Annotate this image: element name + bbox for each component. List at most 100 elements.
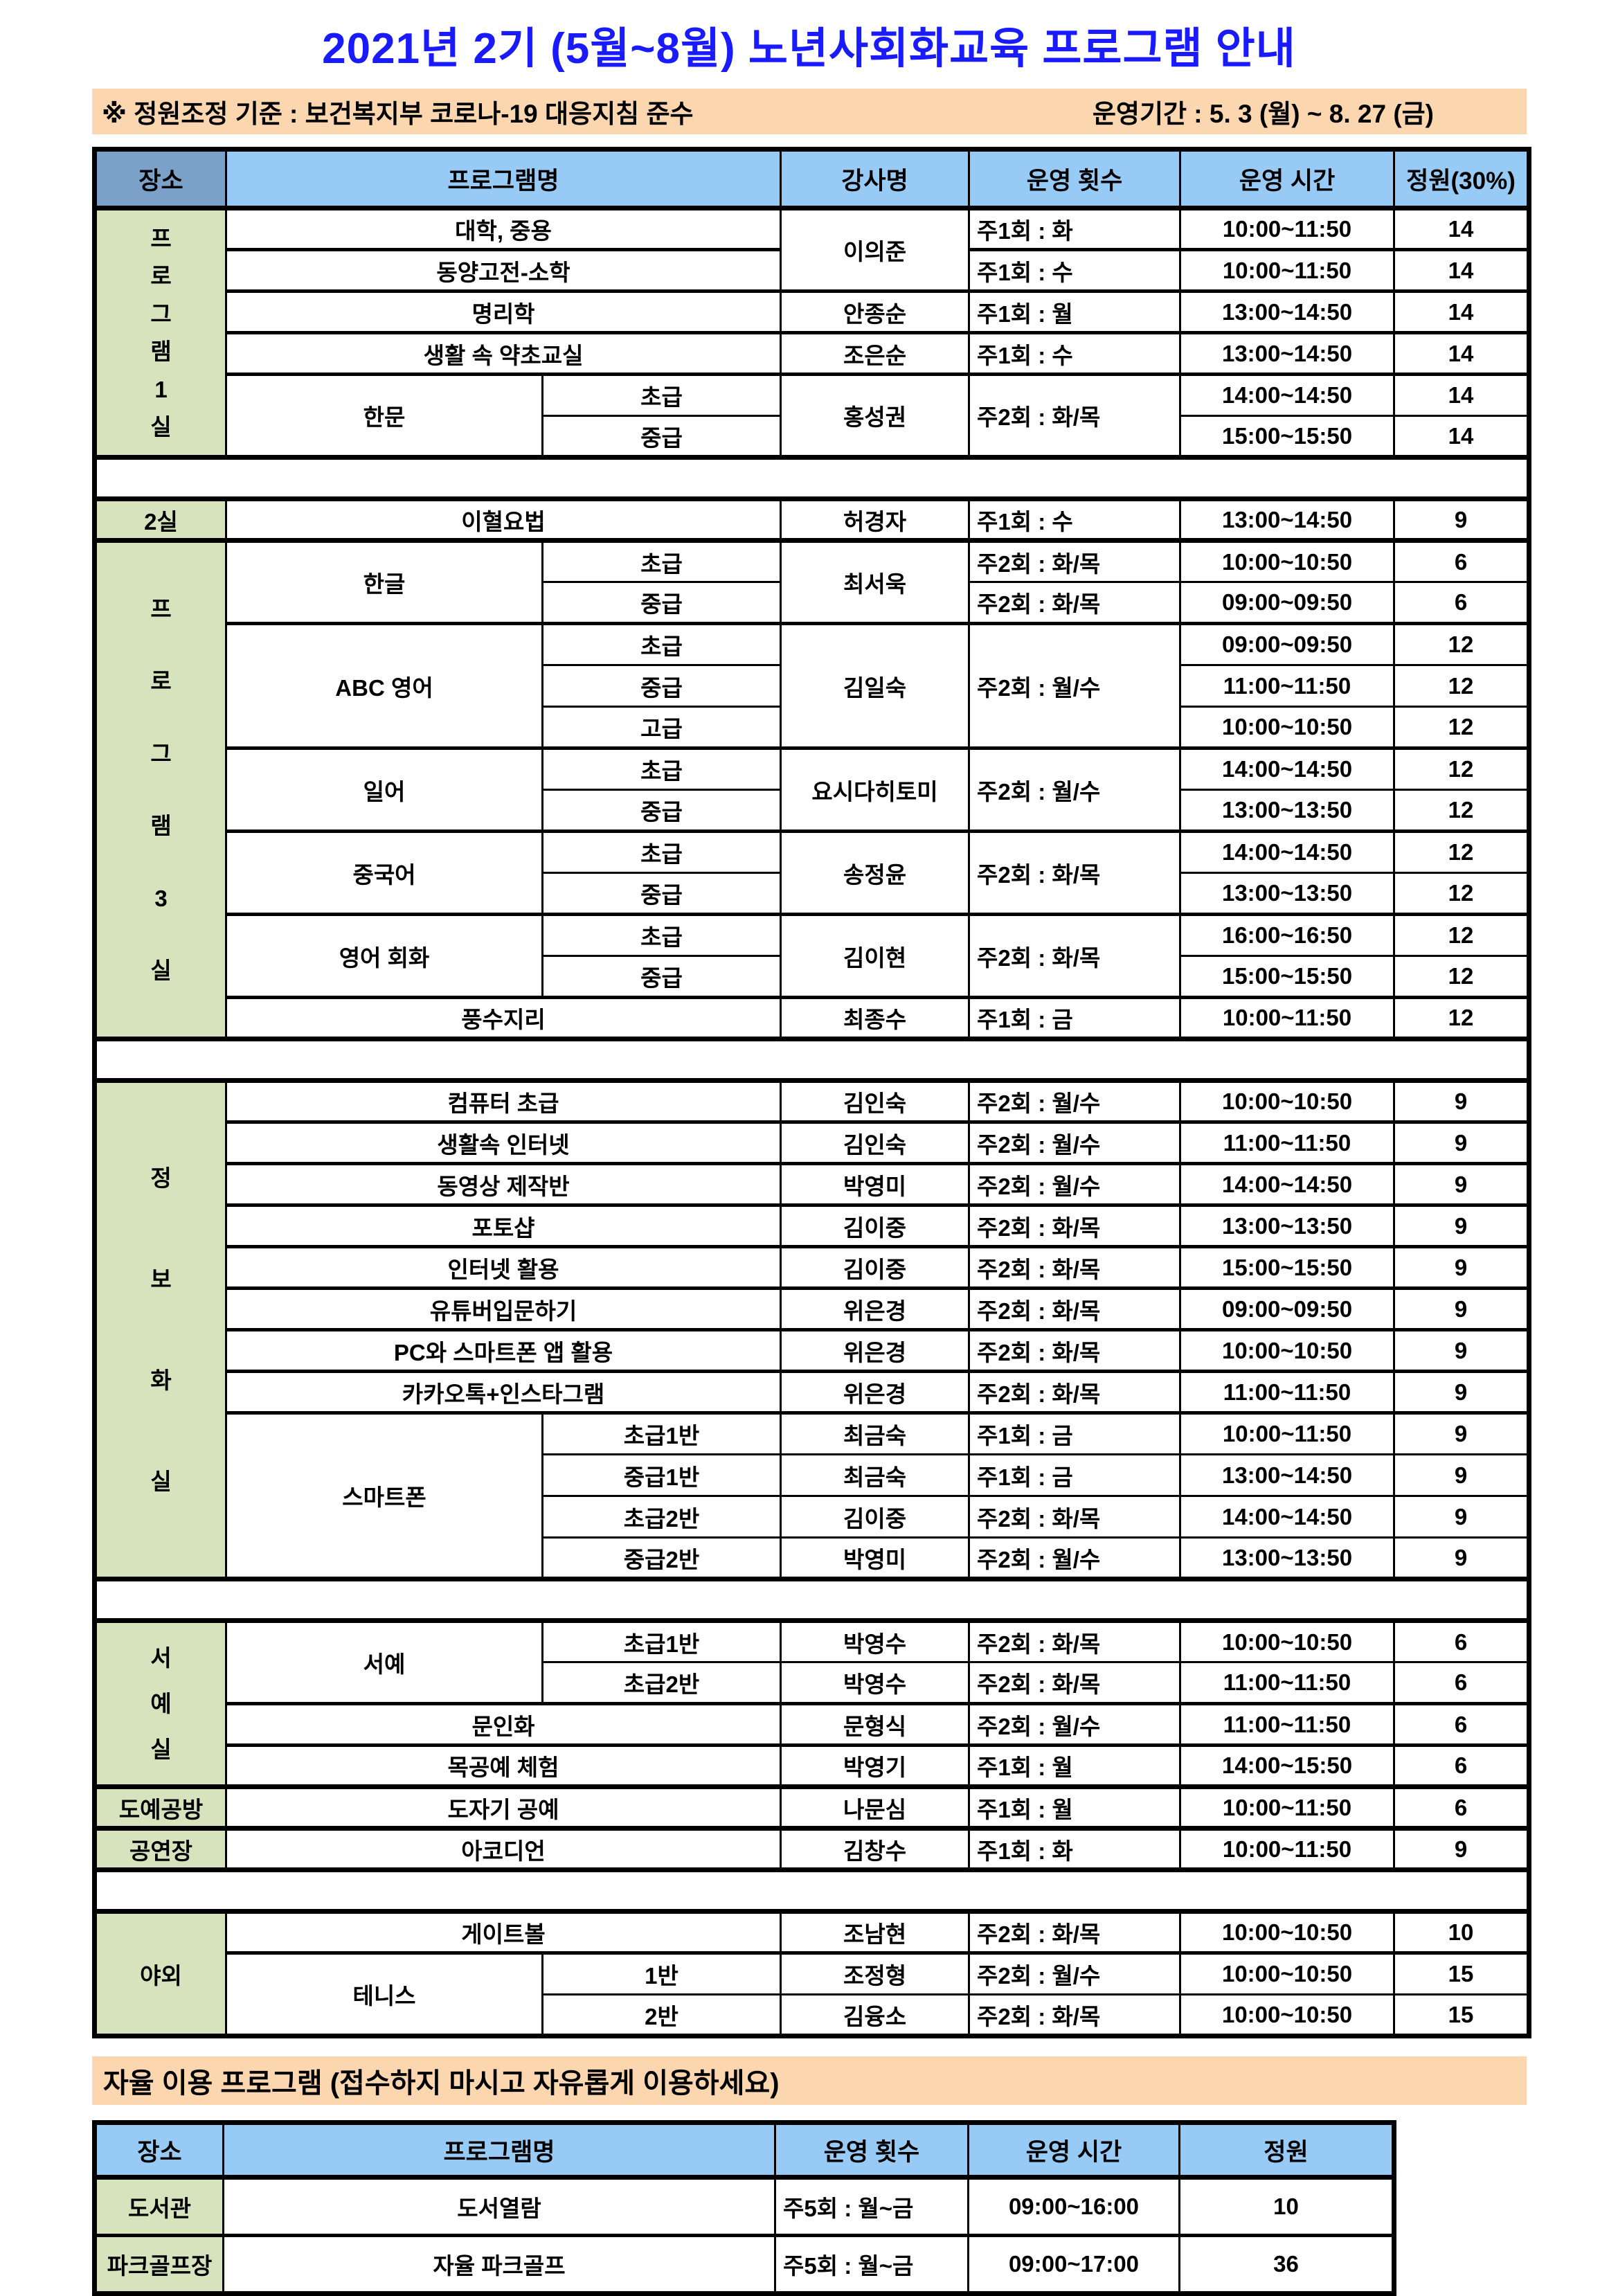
cell-class-level: 중급2반	[541, 1536, 782, 1580]
content-area: ※ 정원조정 기준 : 보건복지부 코로나-19 대응지침 준수 운영기간 : …	[92, 89, 1532, 2296]
cell-capacity: 9	[1393, 1120, 1531, 1165]
cell-frequency: 주2회 : 화/목	[968, 1286, 1182, 1331]
cell-frequency: 주2회 : 화/목	[968, 1495, 1182, 1539]
spacer-cell	[93, 1867, 1531, 1914]
table-row: 테니스 1반 조정형 주2회 : 월/수 10:00~10:50 15	[95, 1951, 1531, 2037]
cell-instructor: 요시다히토미	[780, 746, 971, 832]
cell-instructor: 위은경	[780, 1370, 971, 1414]
cell-class-level: 중급	[541, 789, 782, 832]
cell-capacity: 36	[1178, 2234, 1395, 2295]
cell-capacity: 9	[1393, 1536, 1531, 1580]
cell-frequency: 주5회 : 월~금	[774, 2234, 969, 2295]
cell-frequency: 주2회 : 화/목	[968, 1909, 1182, 1954]
free-use-table: 장소 프로그램명 운영 횟수 운영 시간 정원 도서관 도서열람 주5회 : 월~금 09:0…	[92, 2120, 1396, 2296]
cell-program-name: 도자기 공예	[224, 1784, 782, 1829]
cell-time: 13:00~13:50	[1179, 1536, 1396, 1580]
cell-instructor: 박영미	[780, 1162, 971, 1206]
cell-frequency: 주2회 : 월/수	[968, 1702, 1182, 1746]
cell-time: 14:00~14:50	[1179, 1162, 1396, 1206]
column-header: 장소	[93, 2122, 224, 2180]
cell-class-level: 초급	[541, 913, 782, 957]
cell-class-level: 1반	[541, 1951, 782, 1995]
cell-frequency: 주1회 : 월	[968, 1784, 1182, 1829]
cell-program-name: 유튜버입문하기	[224, 1286, 782, 1331]
cell-time: 10:00~10:50	[1179, 1951, 1396, 1995]
column-header: 장소	[93, 148, 227, 210]
cell-time: 15:00~15:50	[1179, 955, 1396, 998]
cell-frequency: 주2회 : 화/목	[968, 1328, 1182, 1372]
cell-instructor: 안종순	[780, 289, 971, 334]
cell-frequency: 주1회 : 금	[968, 996, 1182, 1040]
free-table-header: 장소 프로그램명 운영 횟수 운영 시간 정원	[93, 2122, 1395, 2180]
cell-instructor: 최금숙	[780, 1453, 971, 1497]
cell-program-name: 명리학	[224, 289, 782, 334]
table-row: ABC 영어 초급 김일숙 주2회 : 월/수 09:00~09:50 12	[95, 622, 1531, 749]
cell-capacity: 12	[1393, 829, 1531, 874]
cell-instructor: 김창수	[780, 1826, 971, 1871]
cell-time: 13:00~14:50	[1179, 1453, 1396, 1497]
free-use-banner: 자율 이용 프로그램 (접수하지 마시고 자유롭게 이용하세요)	[92, 2056, 1527, 2105]
cell-capacity: 14	[1393, 331, 1531, 375]
cell-capacity: 9	[1393, 1826, 1531, 1871]
cell-program-name: ABC 영어	[225, 622, 543, 749]
table-row: 파크골프장 자율 파크골프 주5회 : 월~금 09:00~17:00 36	[93, 2234, 1395, 2295]
cell-program-name: 목공예 체험	[224, 1743, 782, 1788]
cell-frequency: 주1회 : 금	[968, 1453, 1182, 1497]
cell-location: 도서관	[93, 2175, 224, 2236]
cell-instructor: 최금숙	[780, 1411, 971, 1455]
cell-program-name: 인터넷 활용	[224, 1245, 782, 1289]
cell-location: 파크골프장	[93, 2234, 224, 2295]
cell-capacity: 9	[1393, 1411, 1531, 1455]
cell-capacity: 15	[1393, 1951, 1531, 1995]
column-header: 운영 시간	[1179, 148, 1396, 210]
cell-program-name: 도서열람	[222, 2175, 776, 2236]
cell-instructor: 김이중	[780, 1245, 971, 1289]
cell-instructor: 허경자	[780, 496, 971, 541]
cell-capacity: 14	[1393, 373, 1531, 417]
cell-frequency: 주2회 : 화/목	[968, 829, 1182, 915]
cell-program-name: 대학, 중용	[224, 206, 782, 251]
cell-time: 15:00~15:50	[1179, 415, 1396, 458]
table-row: 카카오톡+인스타그램 위은경 주2회 : 화/목 11:00~11:50 9	[95, 1370, 1531, 1414]
cell-capacity: 9	[1393, 1162, 1531, 1206]
cell-frequency: 주2회 : 화/목	[968, 538, 1182, 583]
cell-capacity: 9	[1393, 1370, 1531, 1414]
cell-program-name: 동양고전-소학	[224, 248, 782, 292]
table-row: 명리학 안종순 주1회 : 월 13:00~14:50 14	[95, 289, 1531, 334]
table-row: 정 보 화 실 컴퓨터 초급 김인숙 주2회 : 월/수 10:00~10:50 9	[93, 1078, 1531, 1580]
cell-instructor: 김융소	[780, 1993, 971, 2037]
cell-location: 2실	[93, 496, 227, 541]
cell-frequency: 주1회 : 수	[968, 248, 1182, 292]
table-row: 유튜버입문하기 위은경 주2회 : 화/목 09:00~09:50 9	[95, 1286, 1531, 1331]
spacer-cell	[93, 455, 1531, 501]
cell-instructor: 문형식	[780, 1702, 971, 1746]
table-row: 목공예 체험 박영기 주1회 : 월 14:00~15:50 6	[95, 1743, 1531, 1788]
cell-time: 09:00~09:50	[1179, 581, 1396, 625]
column-header: 프로그램명	[224, 148, 782, 210]
table-row: 야외 게이트볼 조남현 주2회 : 화/목 10:00~10:50 10	[93, 1909, 1531, 2037]
cell-time: 15:00~15:50	[1179, 1245, 1396, 1289]
cell-capacity: 6	[1393, 1743, 1531, 1788]
cell-time: 10:00~10:50	[1179, 538, 1396, 583]
cell-time: 11:00~11:50	[1179, 664, 1396, 708]
cell-time: 10:00~11:50	[1179, 206, 1396, 251]
cell-time: 13:00~14:50	[1179, 496, 1396, 541]
cell-frequency: 주1회 : 월	[968, 289, 1182, 334]
cell-instructor: 위은경	[780, 1286, 971, 1331]
cell-frequency: 주2회 : 월/수	[968, 746, 1182, 832]
cell-frequency: 주1회 : 수	[968, 331, 1182, 375]
cell-frequency: 주2회 : 월/수	[968, 1951, 1182, 1995]
table-row: 중급2반 박영미 주2회 : 월/수 13:00~13:50 9	[95, 1536, 1531, 1580]
cell-class-level: 중급1반	[541, 1453, 782, 1497]
table-row: 도서관 도서열람 주5회 : 월~금 09:00~16:00 10	[93, 2175, 1395, 2236]
notice-banner: ※ 정원조정 기준 : 보건복지부 코로나-19 대응지침 준수 운영기간 : …	[92, 89, 1527, 134]
cell-frequency: 주1회 : 수	[968, 496, 1182, 541]
table-row: 공연장 아코디언 김창수 주1회 : 화 10:00~11:50 9	[93, 1826, 1531, 1871]
operation-period-text: 운영기간 : 5. 3 (월) ~ 8. 27 (금)	[1092, 100, 1434, 128]
notice-criteria-text: ※ 정원조정 기준 : 보건복지부 코로나-19 대응지침 준수	[102, 100, 694, 128]
free-use-banner-text: 자율 이용 프로그램 (접수하지 마시고 자유롭게 이용하세요)	[103, 2068, 780, 2099]
table-row-spacer	[93, 1037, 1531, 1083]
cell-capacity: 12	[1393, 746, 1531, 791]
